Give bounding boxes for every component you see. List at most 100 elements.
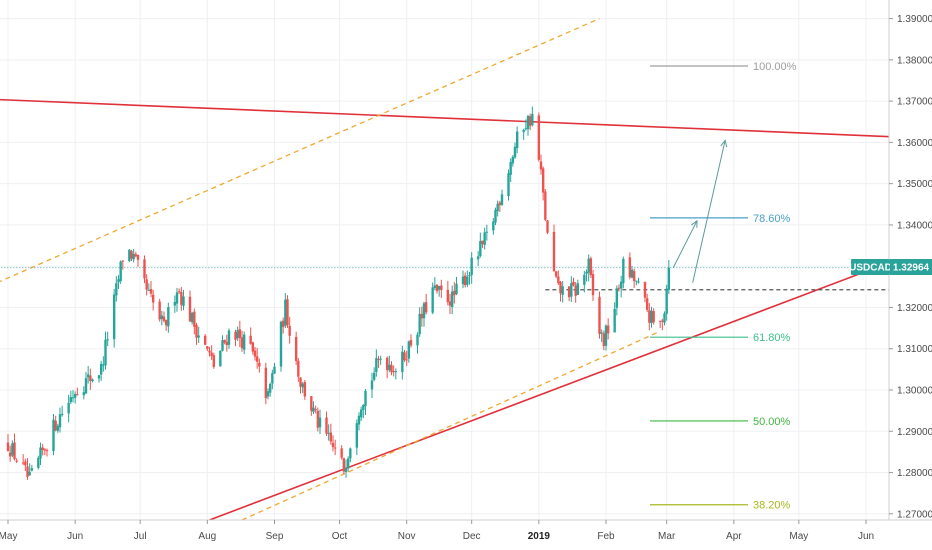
candle-body xyxy=(461,276,465,285)
candle-body xyxy=(375,358,378,373)
trend-lines xyxy=(0,17,930,521)
price-tick-label: 1.39000 xyxy=(897,14,932,25)
candle-body xyxy=(303,382,307,397)
candle-body xyxy=(271,373,274,384)
candle-body xyxy=(175,292,179,304)
candle-body xyxy=(206,346,209,350)
candle-body xyxy=(440,285,443,291)
time-tick-label: Sep xyxy=(266,531,284,542)
candle-body xyxy=(15,460,18,462)
candle-body xyxy=(437,285,441,290)
candle-body xyxy=(41,447,44,450)
candle-body xyxy=(30,468,34,471)
candle-body xyxy=(102,364,105,366)
candle-body xyxy=(632,271,636,282)
candle-body xyxy=(132,253,135,260)
candle-body xyxy=(572,281,575,286)
candle-body xyxy=(362,404,365,410)
projection-arrow-shaft xyxy=(692,140,726,283)
candle-body xyxy=(180,291,183,305)
price-tick-label: 1.37000 xyxy=(897,97,932,108)
candle-body xyxy=(524,128,528,130)
channel-line xyxy=(241,331,659,521)
candle-body xyxy=(255,356,259,362)
candle-body xyxy=(619,281,623,289)
candle-body xyxy=(89,375,92,381)
candle-body xyxy=(422,303,426,319)
candle-body xyxy=(86,374,90,378)
fib-level-label: 61.80% xyxy=(753,332,791,344)
candle-body xyxy=(234,331,237,340)
candle-body xyxy=(531,113,534,126)
candle-body xyxy=(576,283,580,295)
candle-body xyxy=(483,232,486,245)
candle-body xyxy=(385,357,389,370)
candle-body xyxy=(453,290,456,296)
candle-body xyxy=(117,279,120,283)
symbol-badge xyxy=(851,259,890,275)
projection-arrow-shaft xyxy=(672,220,698,269)
candle-body xyxy=(559,281,562,294)
candle-body xyxy=(342,458,346,472)
time-tick-label: Jun xyxy=(858,531,874,542)
candle-body xyxy=(388,364,391,371)
time-axis[interactable]: May Jun Jul Aug Sep Oct Nov Dec 2019 Feb Mar Apr May… xyxy=(0,520,874,542)
candle-body xyxy=(71,397,75,399)
candle-body xyxy=(82,392,86,396)
candle-body xyxy=(498,202,502,206)
price-tick-label: 1.30000 xyxy=(897,386,932,397)
candle-body xyxy=(645,298,649,310)
symbol-label: USDCAD xyxy=(849,263,892,274)
candle-body xyxy=(658,320,662,322)
candle-body xyxy=(628,257,632,278)
candle-body xyxy=(24,461,27,466)
candle-body xyxy=(424,302,428,313)
candle-body xyxy=(667,267,671,290)
candle-body xyxy=(188,296,192,322)
candle-body xyxy=(310,396,313,411)
candle-body xyxy=(54,420,57,431)
candle-body xyxy=(407,341,411,359)
candle-body xyxy=(121,260,125,262)
candle-body xyxy=(420,313,424,319)
candle-body xyxy=(526,116,530,130)
candle-body xyxy=(635,280,638,282)
candle-body xyxy=(134,254,138,257)
candle-body xyxy=(208,350,211,353)
candle-body xyxy=(591,274,595,296)
candle-body xyxy=(177,291,181,293)
candle-body xyxy=(151,294,155,303)
candle-body xyxy=(481,240,484,244)
candle-body xyxy=(648,310,651,323)
candle-body xyxy=(266,391,270,397)
candle-body xyxy=(652,311,655,323)
candle-body xyxy=(173,301,177,306)
candle-body xyxy=(221,340,224,351)
time-tick-label: Mar xyxy=(658,531,676,542)
candle-body xyxy=(160,315,164,320)
candle-body xyxy=(249,335,252,344)
candle-body xyxy=(13,442,16,460)
candle-body xyxy=(561,286,564,295)
candle-body xyxy=(84,378,88,394)
candle-body xyxy=(164,320,168,326)
projection-arrows xyxy=(672,139,728,283)
candle-body xyxy=(106,339,109,341)
candle-body xyxy=(240,337,244,349)
candle-body xyxy=(513,146,517,158)
price-tick-label: 1.35000 xyxy=(897,179,932,190)
candle-body xyxy=(528,116,532,126)
candle-body xyxy=(479,241,482,257)
last-price-label: 1.32964 xyxy=(893,263,930,274)
candle-body xyxy=(377,359,380,361)
candle-body xyxy=(613,308,616,333)
candle-body xyxy=(346,458,350,469)
candle-body xyxy=(615,288,619,308)
channel-line xyxy=(0,17,600,283)
candle-body xyxy=(158,301,161,320)
candle-body xyxy=(193,311,196,327)
candle-body xyxy=(544,191,547,220)
candle-body xyxy=(546,220,549,233)
time-tick-label: Aug xyxy=(198,531,216,542)
